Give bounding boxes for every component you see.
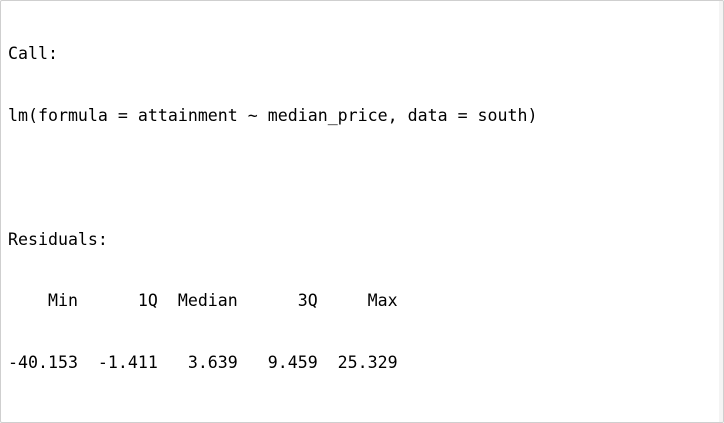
blank-line bbox=[8, 168, 723, 189]
console-scrollbar[interactable] bbox=[719, 1, 723, 422]
blank-line bbox=[8, 415, 723, 422]
call-heading: Call: bbox=[8, 44, 58, 64]
console-text-area: Call: lm(formula = attainment ~ median_p… bbox=[8, 3, 723, 422]
call-formula: lm(formula = attainment ~ median_price, … bbox=[8, 105, 538, 125]
residuals-values-row: -40.153 -1.411 3.639 9.459 25.329 bbox=[8, 353, 408, 373]
residuals-heading: Residuals: bbox=[8, 229, 108, 249]
residuals-header-row: Min 1Q Median 3Q Max bbox=[8, 291, 408, 311]
